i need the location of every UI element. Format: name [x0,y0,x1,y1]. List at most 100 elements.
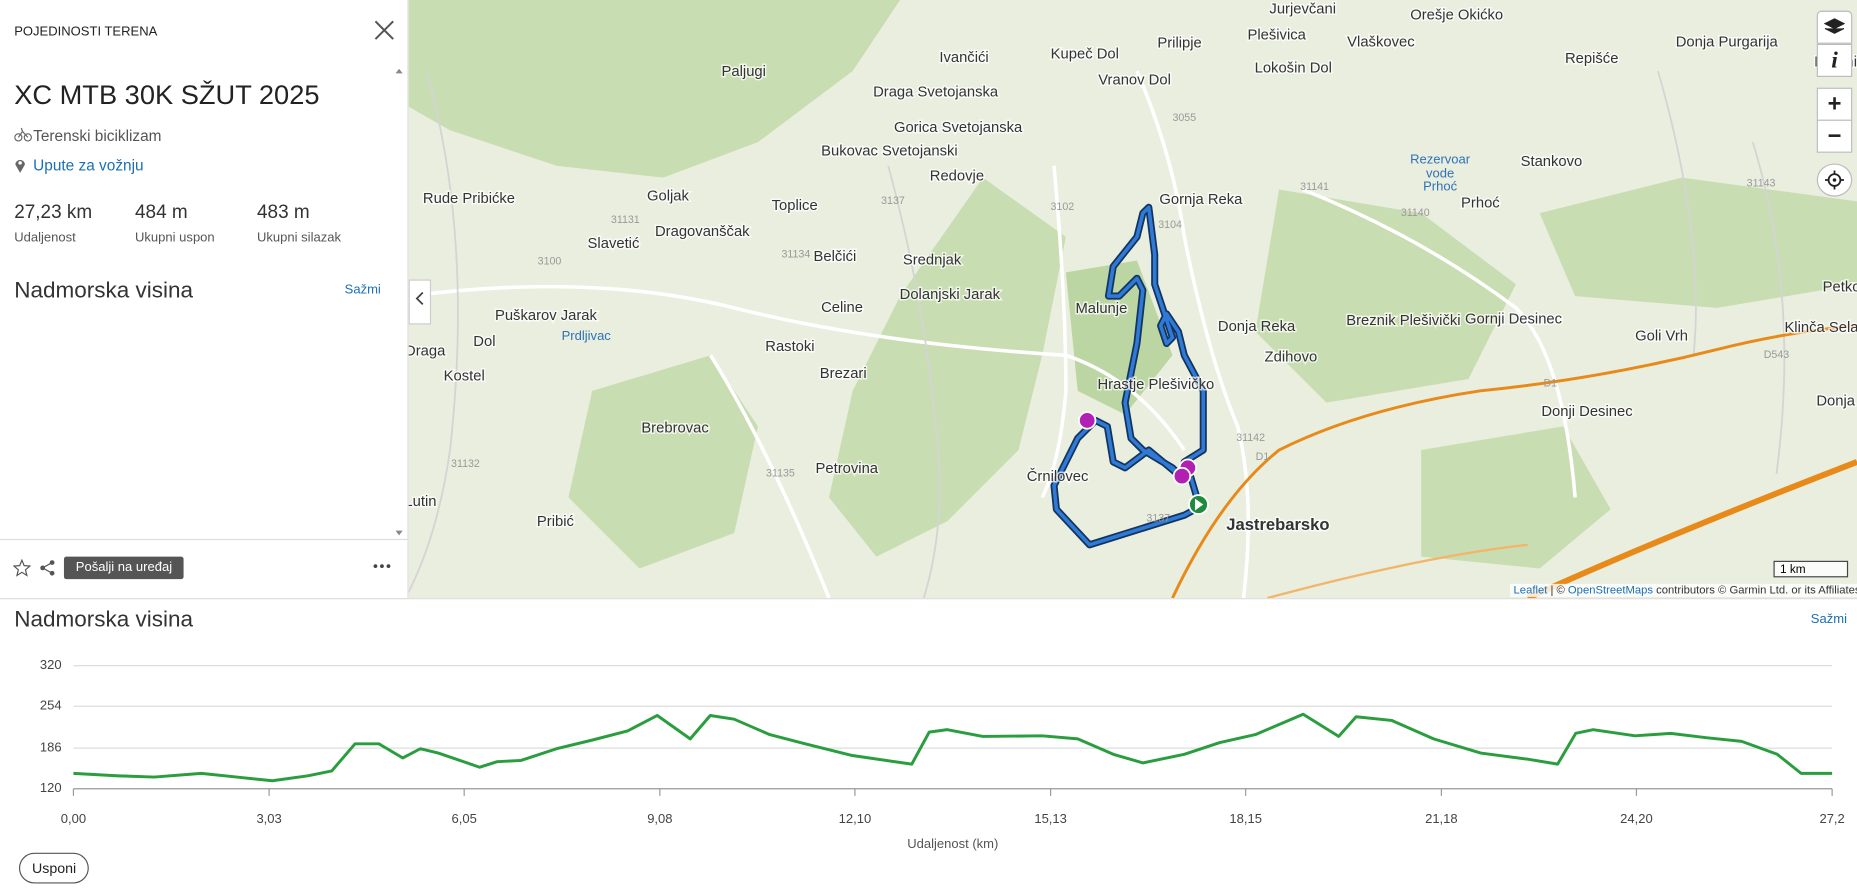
place-label: Belčići [814,249,857,265]
climb-markers[interactable] [1078,411,1198,486]
place-label: Gorica Svetojanska [894,120,1023,136]
place-label: Redovje [930,168,984,184]
start-marker[interactable] [1188,494,1209,515]
zoom-in[interactable]: + [1816,87,1853,121]
layers-button[interactable] [1816,10,1853,44]
send-button[interactable]: Pošalji na uređaj [63,556,184,580]
osm-link[interactable]: OpenStreetMaps [1567,583,1654,597]
x-tick-label: 24,20 [1620,811,1653,826]
place-label: Kostel [444,369,485,385]
place-label: Lokošin Dol [1255,61,1332,77]
y-tick-label: 320 [40,657,62,672]
road [1266,543,1528,599]
directions-link[interactable]: Upute za vožnju [33,156,144,175]
highway [1526,459,1857,599]
state-road [1171,324,1857,599]
close-button[interactable] [374,20,394,40]
y-tick-label: 120 [40,780,62,795]
roads [408,70,1577,599]
place-label: Celine [821,300,863,316]
place-label: Dolanjski Jarak [900,287,1001,303]
climbs-button[interactable]: Usponi [18,852,90,884]
road-label: 31142 [1236,432,1265,444]
place-label: Paljugi [722,64,766,80]
place-label: Kupeč Dol [1051,46,1119,62]
place-label: Vranov Dol [1098,72,1171,88]
place-label: Ivančići [939,50,988,66]
road-label: 3100 [538,256,562,268]
stat-label: Ukupni uspon [135,230,215,246]
x-axis-label: Udaljenost (km) [907,836,998,851]
share-button[interactable] [39,559,56,577]
place-label: Slavetić [588,236,640,252]
place-label: Toplice [772,198,818,214]
elevation-collapse[interactable]: Sažmi [1810,612,1848,627]
leaflet-link[interactable]: Leaflet [1513,583,1548,597]
attribution-sep: | © [1547,583,1568,597]
place-label: Donji Desinec [1541,404,1633,420]
collapse-panel[interactable] [408,279,432,325]
place-label: Breznik Plešivički [1346,313,1460,329]
place-label: Črnilovec [1027,468,1089,485]
town-label: Jastrebarsko [1226,515,1329,534]
place-label: Prhoć [1461,196,1500,212]
scrollbar[interactable] [394,62,403,540]
road-label: 31143 [1747,177,1776,189]
place-label: Prilipje [1157,36,1201,52]
place-label: Goli Vrh [1635,328,1688,344]
place-label: Lutin [409,494,437,510]
place-label: Donja Reka [1218,319,1296,335]
divider [0,538,408,541]
info-button[interactable]: i [1816,43,1853,77]
map[interactable]: Jurjevčani Orešje Okićko Paljugi Ivančići Ku… [408,0,1857,599]
x-tick-label: 21,18 [1425,811,1458,826]
collapse-link[interactable]: Sažmi [344,283,381,298]
favorite-button[interactable] [13,559,31,577]
activity-type: Terenski biciklizam [33,126,162,145]
place-label: Dol [473,334,495,350]
elevation-title: Nadmorska visina [14,607,194,633]
water-label: Prhoć [1423,179,1457,194]
road-label: D1 [1256,451,1270,463]
y-tick-label: 186 [40,740,62,755]
place-label: Malunje [1075,301,1127,317]
zoom-out[interactable]: − [1816,119,1853,153]
route-title: XC MTB 30K SŽUT 2025 [14,79,320,111]
x-tick-label: 0,00 [61,811,86,826]
more-button[interactable] [373,564,391,569]
x-tick-label: 12,10 [839,811,872,826]
place-label: Draga [409,344,446,360]
road-label: 31140 [1401,207,1430,219]
place-label: Repišće [1565,51,1618,67]
place-label: Dragovanščak [655,224,750,240]
place-label: Petrovina [816,461,879,477]
place-label: Plešivica [1247,27,1306,43]
place-label: Hrastje Plešivičko [1098,377,1215,393]
stat-value: 483 m [256,202,310,223]
scale-bar [1773,560,1849,578]
x-tick-label: 27,2 [1819,811,1844,826]
scale-label: 1 km [1780,562,1806,576]
road-label: 3137 [881,195,905,207]
place-label: Brezari [820,366,867,382]
place-label: Stankovo [1521,154,1583,170]
x-tick-label: 3,03 [256,811,281,826]
minor-roads [408,70,1786,599]
locate-button[interactable] [1816,163,1853,197]
stat-label: Ukupni silazak [256,230,341,246]
pin-icon [15,159,25,173]
place-label: Puškarov Jarak [495,308,598,324]
place-label: Zdihovo [1265,350,1318,366]
place-label: Gornja Reka [1159,192,1243,208]
elevation-chart: 120 186 254 320 0,00 3,03 6,05 9,08 12,10 15,13 18… [40,657,1845,851]
road-label: 31132 [451,458,480,470]
water-label: Prdljivac [562,328,612,343]
road-label: D543 [1764,349,1790,361]
section-title: Nadmorska visina [14,278,194,304]
place-label: Petko [1823,280,1857,296]
attribution-text: contributors © Garmin Ltd. or its Affili… [1653,583,1857,597]
place-label: Jurjevčani [1269,1,1336,17]
panel-header: POJEDINOSTI TERENA [14,24,158,40]
elevation-line [73,712,1833,783]
